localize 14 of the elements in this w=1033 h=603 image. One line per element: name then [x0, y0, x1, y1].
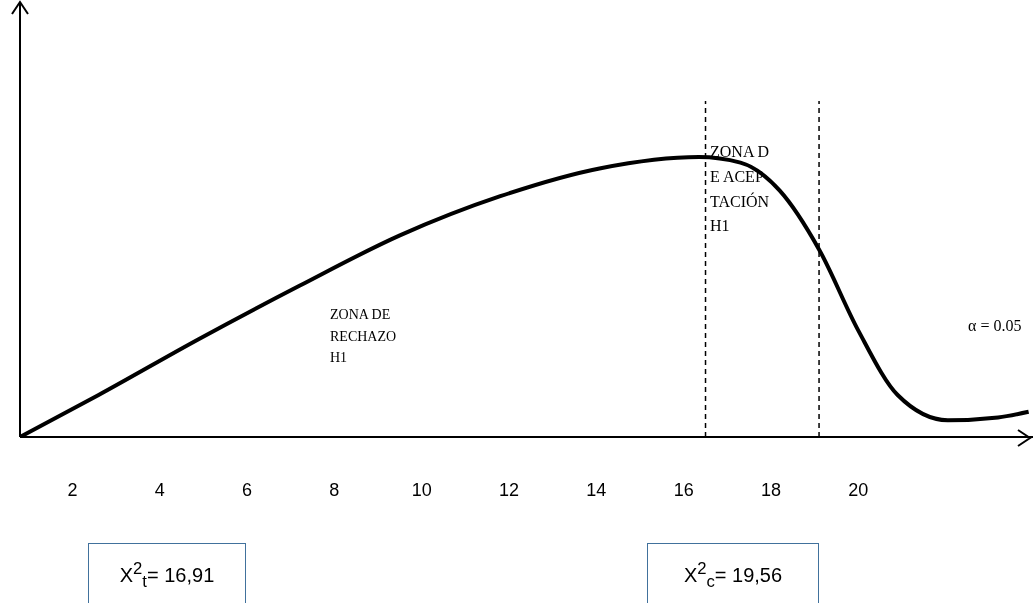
- x-tick-label: 20: [848, 479, 869, 500]
- x-tick-label: 12: [499, 479, 520, 500]
- x-tick-label: 14: [586, 479, 607, 500]
- x-tick-label: 2: [67, 479, 78, 500]
- text: X$^{2}$$_{c}$= 19,56: [647, 543, 819, 603]
- x-tick-label: 6: [242, 479, 253, 500]
- x-tick-label: 16: [673, 479, 694, 500]
- x-tick-label: 4: [154, 479, 165, 500]
- x-tick-label: 10: [411, 479, 432, 500]
- annotation: α = 0.05: [968, 316, 1023, 336]
- annotation: ZONA DE RECHAZO H1: [330, 306, 398, 368]
- x-tick-label: 8: [329, 479, 340, 500]
- text: X$^{2}$$_{t}$= 16,91: [88, 543, 246, 603]
- x-tick-label: 18: [761, 479, 782, 500]
